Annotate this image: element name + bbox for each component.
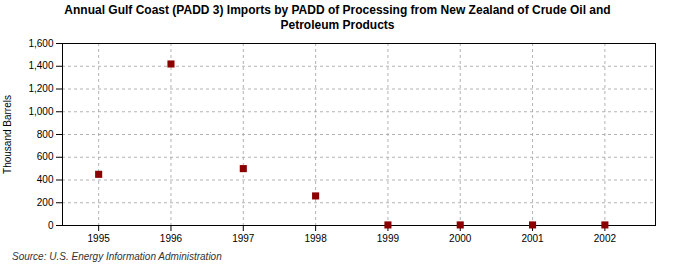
svg-text:1997: 1997 (232, 233, 255, 244)
svg-text:1,600: 1,600 (28, 38, 53, 49)
svg-text:1,200: 1,200 (28, 83, 53, 94)
svg-text:200: 200 (37, 197, 54, 208)
svg-text:2002: 2002 (594, 233, 617, 244)
svg-text:1999: 1999 (377, 233, 400, 244)
svg-text:1995: 1995 (88, 233, 111, 244)
svg-text:1998: 1998 (304, 233, 327, 244)
svg-text:1,400: 1,400 (28, 60, 53, 71)
svg-text:1996: 1996 (160, 233, 183, 244)
svg-text:Thousand Barrels: Thousand Barrels (2, 95, 13, 174)
html-text:Annual Gulf Coast (PADD 3) Imp: Annual Gulf Coast (PADD 3) Imports by PA… (64, 3, 611, 32)
svg-text:600: 600 (37, 151, 54, 162)
svg-text:400: 400 (37, 174, 54, 185)
svg-text:2001: 2001 (521, 233, 544, 244)
svg-text:1,000: 1,000 (28, 106, 53, 117)
html-text:Source: U.S. Energy Informatio: Source: U.S. Energy Information Administ… (12, 251, 222, 262)
svg-text:800: 800 (37, 129, 54, 140)
svg-text:2000: 2000 (449, 233, 472, 244)
svg-text:0: 0 (48, 220, 54, 231)
